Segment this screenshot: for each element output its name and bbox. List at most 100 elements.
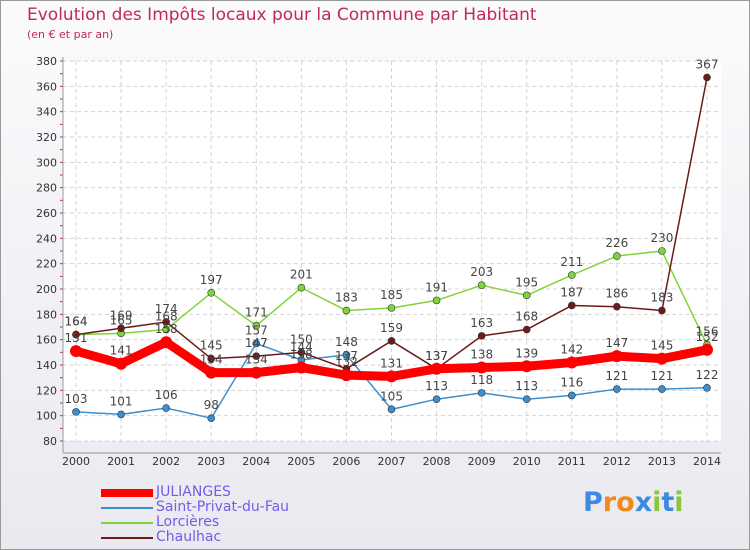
data-label: 169 xyxy=(110,308,133,322)
data-label: 174 xyxy=(155,302,178,316)
y-tick-label: 220 xyxy=(36,258,57,271)
data-label: 134 xyxy=(245,353,268,367)
data-label: 195 xyxy=(515,275,538,289)
data-point xyxy=(703,73,711,82)
data-label: 145 xyxy=(650,339,673,353)
logo-letter: t xyxy=(661,487,675,518)
y-tick-label: 140 xyxy=(36,359,57,372)
data-point xyxy=(342,351,351,359)
data-label: 145 xyxy=(200,339,223,353)
data-label: 158 xyxy=(155,322,178,336)
data-point xyxy=(655,352,668,365)
data-label: 156 xyxy=(696,325,719,339)
data-label: 116 xyxy=(560,375,583,389)
data-label: 121 xyxy=(650,369,673,383)
x-tick-label: 2005 xyxy=(287,455,315,468)
data-label: 191 xyxy=(425,280,448,294)
data-label: 159 xyxy=(380,321,403,335)
data-label: 165 xyxy=(110,313,133,327)
data-label: 201 xyxy=(290,268,313,282)
data-point xyxy=(658,385,666,393)
data-point xyxy=(72,408,80,416)
data-point xyxy=(162,325,170,334)
data-point xyxy=(701,343,713,356)
data-label: 171 xyxy=(245,306,268,320)
data-point xyxy=(658,306,666,315)
legend-label: JULIANGES xyxy=(156,484,231,500)
data-point xyxy=(250,366,263,379)
data-label: 163 xyxy=(470,316,493,330)
data-label: 131 xyxy=(380,356,403,370)
data-point xyxy=(205,366,218,379)
y-tick-label: 340 xyxy=(36,106,57,119)
data-label: 203 xyxy=(470,265,493,279)
data-label: 106 xyxy=(155,388,178,402)
data-label: 168 xyxy=(155,310,178,324)
data-point xyxy=(567,301,576,310)
data-point xyxy=(162,318,170,326)
x-tick-label: 2002 xyxy=(152,455,180,468)
data-point xyxy=(340,369,353,382)
data-label: 103 xyxy=(65,392,88,406)
data-point xyxy=(387,337,396,345)
data-label: 134 xyxy=(200,353,223,367)
logo-letter: P xyxy=(583,487,603,518)
y-tick-label: 160 xyxy=(36,334,57,347)
x-tick-label: 2012 xyxy=(603,455,631,468)
data-label: 138 xyxy=(290,348,313,362)
data-point xyxy=(207,288,216,297)
legend-item: Saint-Privat-du-Fau xyxy=(101,499,361,515)
y-tick-label: 240 xyxy=(36,232,57,245)
data-point xyxy=(70,345,82,358)
data-point xyxy=(477,332,486,340)
data-label: 183 xyxy=(650,291,673,305)
data-point xyxy=(567,391,576,400)
data-label: 98 xyxy=(204,398,219,412)
data-label: 137 xyxy=(425,349,448,363)
data-label: 183 xyxy=(335,291,358,305)
data-label: 367 xyxy=(696,57,719,71)
data-point xyxy=(297,348,306,357)
legend-swatch xyxy=(101,522,153,524)
data-point xyxy=(432,296,441,305)
data-label: 101 xyxy=(110,394,133,408)
data-point xyxy=(160,336,173,349)
logo-letter: o xyxy=(616,487,635,518)
data-label: 186 xyxy=(605,287,628,301)
x-tick-label: 2009 xyxy=(468,455,496,468)
data-point xyxy=(565,356,578,369)
data-label: 187 xyxy=(560,285,583,299)
data-point xyxy=(430,362,443,375)
x-tick-label: 2008 xyxy=(423,455,451,468)
x-tick-label: 2000 xyxy=(62,455,90,468)
data-point xyxy=(477,281,486,290)
data-point xyxy=(252,321,261,330)
data-label: 150 xyxy=(290,332,313,346)
data-label: 147 xyxy=(245,336,268,350)
logo-letter: r xyxy=(602,487,617,518)
data-label: 113 xyxy=(425,379,448,393)
data-point xyxy=(613,252,621,260)
x-tick-label: 2003 xyxy=(197,455,225,468)
x-tick-label: 2014 xyxy=(693,455,721,468)
x-tick-label: 2007 xyxy=(378,455,406,468)
data-label: 185 xyxy=(380,288,403,302)
data-label: 118 xyxy=(470,373,493,387)
legend-swatch xyxy=(101,489,153,497)
data-label: 197 xyxy=(200,273,223,287)
x-tick-label: 2011 xyxy=(558,455,586,468)
y-tick-label: 260 xyxy=(36,207,57,220)
data-label: 148 xyxy=(335,335,358,349)
data-label: 137 xyxy=(335,349,358,363)
data-label: 226 xyxy=(605,236,628,250)
data-label: 105 xyxy=(380,389,403,403)
data-point xyxy=(117,410,125,419)
data-point xyxy=(207,414,216,423)
chart-subtitle: (en € et par an) xyxy=(27,28,114,41)
legend-item: Chaulhac xyxy=(101,529,361,545)
data-label: 152 xyxy=(696,330,719,344)
logo-letter: i xyxy=(674,487,684,518)
data-point xyxy=(522,291,531,300)
data-point xyxy=(613,385,621,393)
